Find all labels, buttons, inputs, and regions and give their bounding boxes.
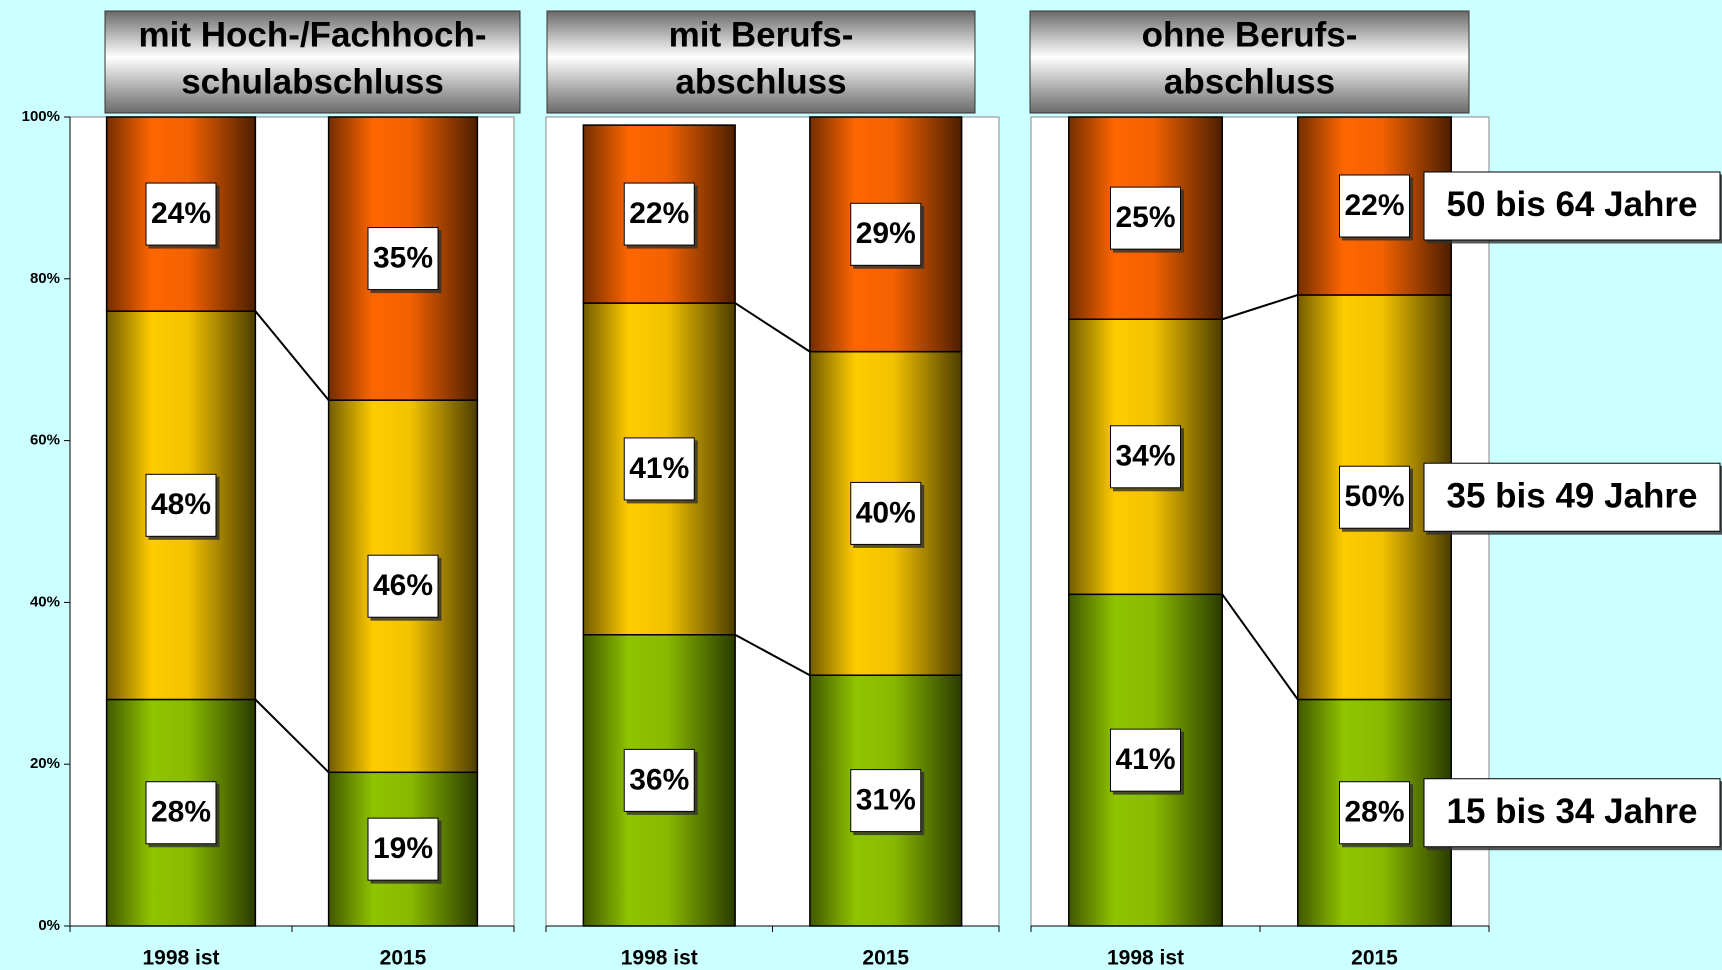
value-label: 48% [151,488,211,521]
value-label-box [1110,728,1181,792]
value-label: 29% [856,217,916,250]
connector [1221,593,1299,701]
value-label: 36% [629,763,689,796]
panel-title: abschluss [675,62,846,101]
panel-title: mit Hoch-/Fachhoch- [138,15,486,54]
value-label-box [1339,465,1410,529]
legend-box [1423,171,1721,241]
x-tick-label: 1998 ist [1107,947,1184,970]
value-label-box [367,817,439,881]
value-label-box [1110,425,1181,489]
value-label: 50% [1344,480,1404,513]
y-tick-label: 80% [30,270,60,287]
y-tick-label: 100% [22,108,60,125]
value-label: 31% [856,784,916,817]
value-label-box [145,182,217,246]
value-label: 40% [856,496,916,529]
value-label: 28% [1344,796,1404,829]
connector [254,698,330,773]
value-label-box [367,554,439,618]
value-label-box [850,769,922,833]
value-label-box [623,748,695,812]
y-tick-label: 40% [30,593,60,610]
value-label-box [1110,186,1181,250]
connector [734,633,811,677]
value-label: 46% [373,569,433,602]
x-tick-label: 1998 ist [621,947,698,970]
legend-label: 35 bis 49 Jahre [1447,476,1698,515]
y-tick-label: 20% [30,755,60,772]
panel-title: ohne Berufs- [1142,15,1358,54]
value-label: 28% [151,796,211,829]
legend-label: 50 bis 64 Jahre [1447,185,1698,224]
panel-title-box [104,10,521,114]
panel-title-box [1029,10,1470,114]
legend-label: 15 bis 34 Jahre [1447,792,1698,831]
value-label-box [145,781,217,845]
value-label: 35% [373,241,433,274]
panel-title: abschluss [1164,62,1335,101]
value-label: 41% [629,452,689,485]
panel-title-box [546,10,976,114]
value-label-box [623,182,695,246]
value-label: 25% [1115,201,1175,234]
legend-box [1423,462,1721,532]
connector [1221,294,1299,321]
value-label-box [850,202,922,266]
panel-title: mit Berufs- [669,15,854,54]
panel-title: schulabschluss [181,62,444,101]
x-tick-label: 2015 [1351,947,1398,970]
value-label: 19% [373,832,433,865]
connector [254,310,330,401]
value-label: 22% [1344,189,1404,222]
value-label: 24% [151,197,211,230]
value-label-box [850,481,922,545]
x-tick-label: 2015 [862,947,909,970]
legend-box [1423,778,1721,848]
connector [734,302,811,353]
value-label: 34% [1115,440,1175,473]
value-label-box [367,227,439,291]
value-label-box [145,473,217,537]
value-label-box [1339,781,1410,845]
value-label-box [623,437,695,501]
value-label: 41% [1115,743,1175,776]
x-tick-label: 1998 ist [142,947,219,970]
value-label-box [1339,174,1410,238]
y-tick-label: 0% [38,917,60,934]
y-tick-label: 60% [30,432,60,449]
value-label: 22% [629,197,689,230]
x-tick-label: 2015 [380,947,427,970]
